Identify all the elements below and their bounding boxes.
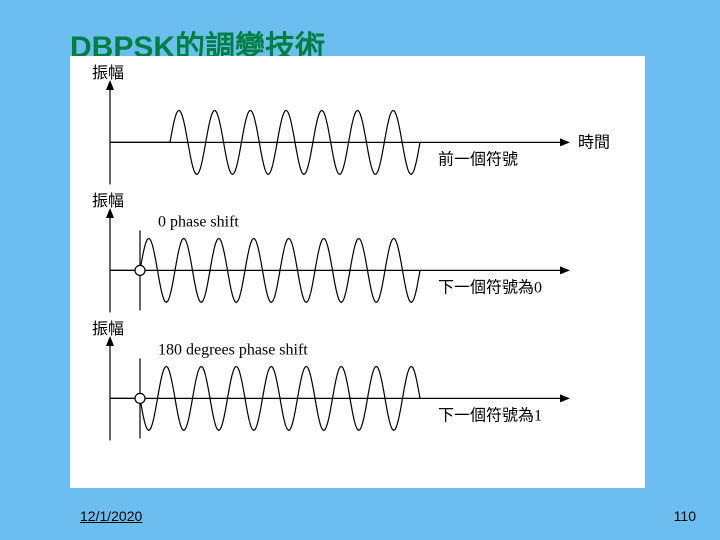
row-label: 下一個符號為0: [438, 278, 542, 296]
phase-shift-label: 180 degrees phase shift: [158, 341, 308, 358]
phase-start-marker: [135, 265, 145, 275]
phase-start-marker: [135, 393, 145, 403]
row-label: 下一個符號為1: [438, 406, 542, 424]
y-axis-label: 振幅: [92, 192, 124, 210]
y-axis-label: 振幅: [92, 64, 124, 82]
y-axis-label: 振幅: [92, 320, 124, 338]
figure-area: 振幅前一個符號時間振幅0 phase shift下一個符號為0振幅180 deg…: [70, 56, 645, 488]
time-axis-label: 時間: [578, 133, 610, 151]
footer-page: 110: [674, 508, 696, 524]
row-label: 前一個符號: [438, 150, 518, 168]
dbpsk-diagram: 振幅前一個符號時間振幅0 phase shift下一個符號為0振幅180 deg…: [70, 56, 645, 488]
phase-shift-label: 0 phase shift: [158, 213, 239, 230]
footer-date: 12/1/2020: [80, 508, 142, 524]
